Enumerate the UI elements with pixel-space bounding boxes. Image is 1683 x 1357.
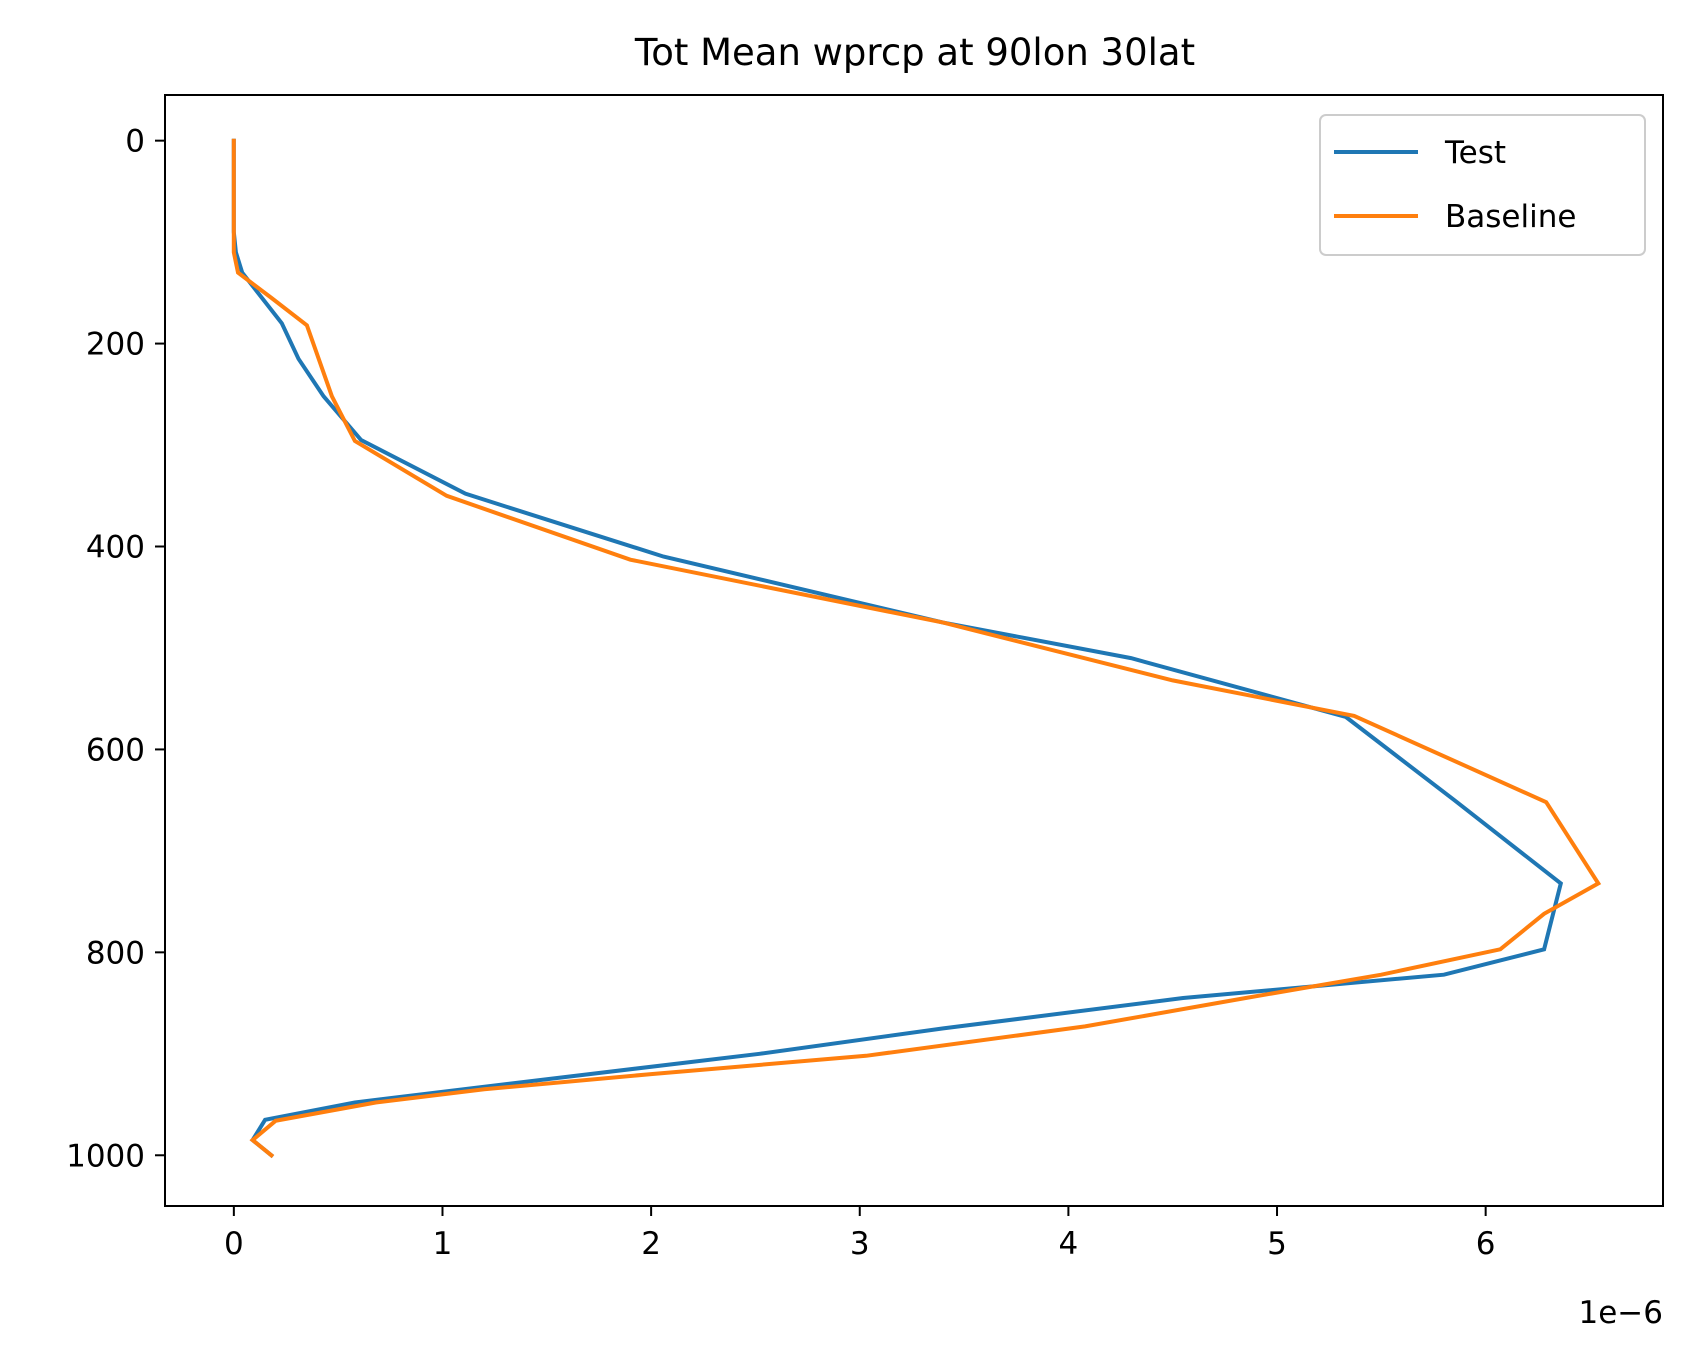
x-tick-label: 0 bbox=[224, 1226, 244, 1262]
y-tick-label: 400 bbox=[86, 530, 145, 566]
x-offset-label: 1e−6 bbox=[1579, 1295, 1664, 1331]
legend-label-baseline: Baseline bbox=[1445, 199, 1576, 235]
x-tick-label: 2 bbox=[641, 1226, 661, 1262]
y-tick-label: 200 bbox=[86, 327, 145, 363]
y-tick-label: 600 bbox=[86, 732, 145, 768]
x-axis: 0 1 2 3 4 5 6 bbox=[224, 1206, 1496, 1262]
plot-frame bbox=[164, 94, 1664, 1207]
y-tick-label: 1000 bbox=[66, 1138, 145, 1174]
y-axis: 0 200 400 600 800 1000 bbox=[66, 124, 165, 1174]
x-tick-label: 6 bbox=[1476, 1226, 1496, 1262]
legend-label-test: Test bbox=[1444, 135, 1506, 171]
x-tick-label: 5 bbox=[1267, 1226, 1287, 1262]
series-layer bbox=[231, 138, 1602, 1159]
x-tick-label: 1 bbox=[433, 1226, 453, 1262]
y-tick-label: 0 bbox=[125, 124, 145, 160]
x-tick-label: 4 bbox=[1059, 1226, 1079, 1262]
chart-title: Tot Mean wprcp at 90lon 30lat bbox=[634, 31, 1195, 74]
series-line-baseline bbox=[231, 138, 1602, 1159]
x-tick-label: 3 bbox=[850, 1226, 870, 1262]
legend: Test Baseline bbox=[1319, 114, 1646, 256]
y-tick-label: 800 bbox=[86, 935, 145, 971]
